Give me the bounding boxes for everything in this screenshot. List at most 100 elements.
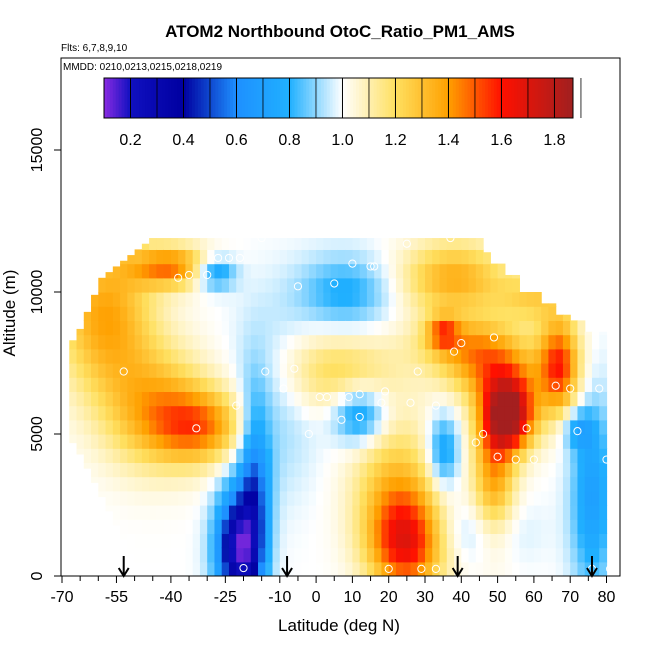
- sample-point: [417, 564, 426, 574]
- colorbar-swatch: [458, 78, 463, 118]
- heatmap-cell: [359, 476, 368, 492]
- heatmap-cell: [105, 391, 114, 407]
- heatmap-cell: [98, 405, 107, 421]
- heatmap-cell: [199, 377, 208, 392]
- sample-point: [478, 429, 488, 439]
- heatmap-cell: [265, 490, 274, 506]
- heatmap-cell: [570, 391, 579, 407]
- heatmap-cell: [69, 363, 78, 378]
- heatmap-cell: [192, 363, 201, 378]
- heatmap-cell: [374, 405, 383, 421]
- colorbar-swatch: [130, 78, 134, 118]
- heatmap-cell: [381, 533, 390, 549]
- sample-points: [68, 233, 615, 574]
- heatmap-cell: [76, 448, 85, 455]
- heatmap-cell: [178, 249, 187, 265]
- heatmap-cell: [228, 377, 237, 392]
- heatmap-cell: [337, 505, 346, 520]
- heatmap-cell: [533, 405, 542, 421]
- heatmap-cell: [330, 348, 339, 364]
- heatmap-cell: [454, 419, 462, 435]
- flights-subtitle: Flts: 6,7,8,9,10: [61, 43, 128, 54]
- heatmap-cell: [439, 277, 448, 293]
- heatmap-cell: [410, 547, 419, 563]
- heatmap-cell: [120, 490, 128, 506]
- heatmap-cell: [417, 462, 426, 478]
- arrow-head-icon: [451, 567, 464, 578]
- heatmap-cell: [69, 434, 78, 444]
- heatmap-cell: [294, 476, 303, 492]
- heatmap-cell: [272, 490, 281, 506]
- heatmap-cell: [127, 405, 136, 421]
- heatmap-cell: [475, 476, 484, 492]
- heatmap-cell: [490, 533, 499, 549]
- heatmap-cell: [120, 476, 128, 492]
- heatmap-cell: [533, 334, 542, 350]
- heatmap-cell: [483, 320, 491, 336]
- heatmap-cell: [555, 391, 564, 407]
- heatmap-cell: [519, 348, 528, 364]
- heatmap-cell: [207, 405, 216, 421]
- heatmap-cell: [599, 462, 608, 478]
- heatmap-cell: [461, 263, 470, 279]
- heatmap-cell: [410, 490, 419, 506]
- heatmap-cell: [287, 547, 295, 563]
- heatmap-cell: [323, 533, 332, 549]
- heatmap-cell: [221, 334, 230, 350]
- heatmap-cell: [272, 533, 281, 549]
- heatmap-cell: [504, 320, 513, 336]
- heatmap-cell: [91, 419, 99, 435]
- colorbar-swatch: [171, 78, 175, 118]
- heatmap-cell: [149, 306, 157, 321]
- heatmap-cell: [120, 363, 128, 378]
- heatmap-cell: [425, 320, 433, 336]
- heatmap-cell: [236, 434, 245, 449]
- colorbar-swatch: [531, 78, 536, 118]
- heatmap-cell: [330, 306, 339, 321]
- flight-arrows: [117, 556, 598, 578]
- heatmap-cell: [490, 405, 499, 421]
- heatmap-cell: [301, 348, 310, 364]
- heatmap-cell: [178, 561, 187, 576]
- heatmap-cell: [526, 462, 535, 478]
- heatmap-cell: [425, 405, 433, 421]
- heatmap-cell: [214, 249, 223, 265]
- heatmap-cell: [388, 505, 397, 520]
- heatmap-cell: [199, 533, 208, 549]
- heatmap-cell: [228, 277, 237, 293]
- colorbar-swatch: [361, 78, 366, 118]
- heatmap-cell: [330, 419, 339, 435]
- heatmap-cell: [236, 320, 245, 336]
- colorbar-swatch: [200, 78, 205, 118]
- heatmap-cell: [127, 377, 136, 392]
- heatmap-cell: [134, 263, 143, 279]
- heatmap-cell: [432, 391, 441, 407]
- heatmap-cell: [199, 448, 208, 463]
- heatmap-cell: [134, 448, 143, 463]
- colorbar-swatch: [165, 78, 169, 118]
- heatmap-cell: [526, 292, 535, 307]
- heatmap-cell: [91, 348, 99, 364]
- heatmap-cell: [417, 419, 426, 435]
- heatmap-cell: [417, 448, 426, 463]
- heatmap-cell: [330, 519, 339, 534]
- heatmap-cell: [228, 533, 237, 549]
- heatmap-cell: [403, 363, 412, 378]
- colorbar-swatch: [470, 78, 474, 118]
- heatmap-cell: [381, 462, 390, 478]
- heatmap-cell: [163, 334, 172, 350]
- heatmap-cell: [425, 292, 433, 307]
- heatmap-cell: [287, 533, 295, 549]
- heatmap-cell: [105, 348, 114, 364]
- heatmap-cell: [591, 462, 600, 478]
- heatmap-cell: [599, 419, 608, 435]
- heatmap-cell: [475, 363, 484, 378]
- heatmap-cell: [548, 306, 557, 321]
- heatmap-cell: [519, 363, 528, 378]
- heatmap-cell: [199, 476, 208, 492]
- heatmap-cell: [236, 238, 245, 250]
- heatmap-cell: [388, 519, 397, 534]
- heatmap-cell: [207, 547, 216, 563]
- heatmap-cell: [330, 334, 339, 350]
- heatmap-cell: [330, 277, 339, 293]
